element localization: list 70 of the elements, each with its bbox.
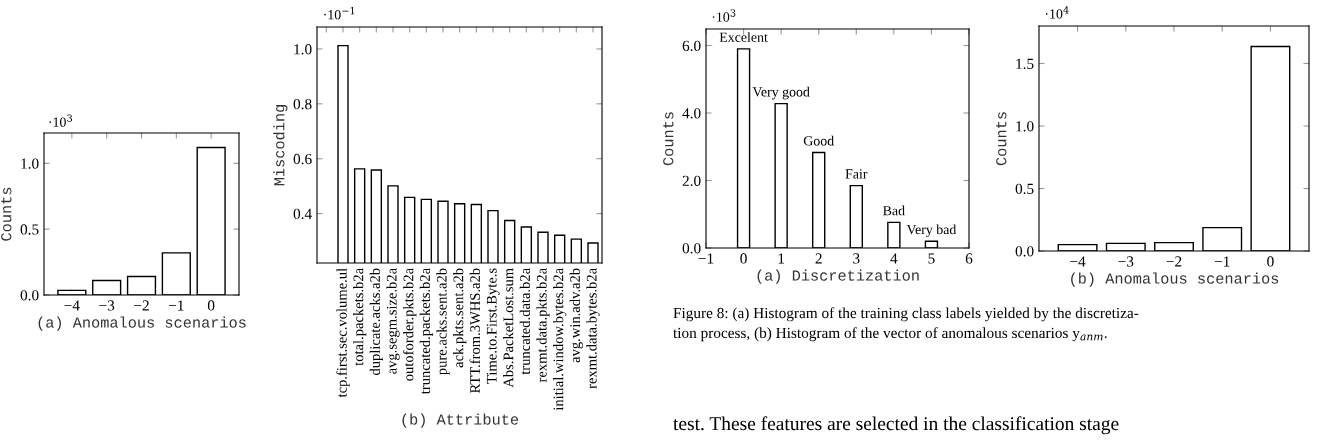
x-tick-label: −2 [134,300,149,311]
x-tick-label: −3 [99,300,115,311]
x-tick-label: −4 [1070,256,1086,267]
x-tick-label: tcp.first.sec.volume.ul [336,268,350,398]
x-tick-label: 3 [853,253,860,264]
y-tick-label: 2.0 [682,175,701,187]
x-tick-label: −3 [1118,256,1134,267]
x-tick-label: 1 [778,253,785,264]
x-tick-label: −1 [168,300,184,311]
x-tick-label: Time.to.First.Byte.s [486,268,500,384]
text: ·10$^{4}$ [1045,6,1069,19]
x-axis-title: (a) Anomalous scenarios [38,316,246,331]
y-tick-label: 0.0 [682,243,701,254]
y-axis-title: Counts [1,187,12,241]
x-tick-label: 2 [815,253,822,264]
annotation: Bad [883,205,905,216]
y-tick-label: 1.5 [1016,58,1034,70]
x-tick-label: rexmt.data.bytes.b2a [586,268,600,389]
x-tick-label: 0 [207,300,215,311]
x-tick-label: truncated.data.b2a [519,268,531,375]
y-tick-label: 0.0 [1015,246,1034,257]
y-tick-label: 1.0 [21,158,39,169]
y-tick-label: 0.6 [293,153,312,165]
x-tick-label: avg.segm.size.b2a [386,268,400,374]
x-tick-label: −2 [1166,256,1182,267]
caption: Figure 8: (a) Histogram of the training class labels yielded by the discretiza- [673,307,1139,322]
y-tick-label: 0.8 [293,98,312,110]
x-tick-label: 5 [928,253,935,264]
annotation: Very bad [906,224,957,238]
x-axis-title: (b) Attribute [402,413,519,428]
text: tion process, (b) Histogram of the vector of anomalous scenarios y$_{anm}$. [673,327,1107,342]
y-tick-label: 6.0 [682,40,701,52]
text: test. These features are selected in the classification stage [673,416,1119,435]
y-tick-label: 0.5 [20,224,39,235]
y-tick-label: 0.4 [293,208,312,220]
x-tick-label: pure.acks.sent.a2b [436,268,450,375]
y-tick-label: 1.0 [294,44,312,55]
x-tick-label: 0 [740,253,747,264]
x-tick-label: truncated.packets.b2a [419,268,433,395]
x-axis-title: (a) Discretization [757,269,919,284]
x-tick-label: Abs.PacketLost.sum [503,268,514,388]
y-tick-label: 4.0 [682,108,701,119]
text: ·10$^{−1}$ [324,6,355,20]
x-tick-label: 6 [965,253,973,264]
x-tick-label: 4 [890,253,898,264]
x-tick-label: rexmt.data.pkts.b2a [536,268,550,383]
y-tick-label: 0.0 [20,290,39,301]
text: ·10$^{3}$ [49,114,72,127]
annotation: Good [803,135,834,146]
x-tick-label: −1 [1214,256,1230,267]
y-axis-title: Counts [663,112,674,166]
x-tick-label: −4 [64,300,80,311]
x-tick-label: total.packets.b2a [353,268,367,366]
annotation: Excelent [719,32,768,42]
y-tick-label: 1.0 [1016,121,1034,132]
y-tick-label: 0.5 [1015,183,1034,195]
annotation: Very good [752,86,810,100]
x-tick-label: 0 [1267,256,1274,267]
x-tick-label: −1 [698,253,714,264]
x-tick-label: duplicate.acks.a2b [369,268,383,376]
y-axis-title: Miscoding [273,105,288,186]
y-axis-title: Counts [996,112,1007,166]
x-tick-label: avg.win.adv.a2b [569,268,583,363]
x-tick-label: ack.pkts.sent.a2b [453,268,467,368]
x-tick-label: initial.window.bytes.b2a [553,268,567,411]
x-tick-label: RTT.from.3WHS.a2b [469,268,481,394]
x-tick-label: outoforder.pkts.b2a [402,268,417,381]
annotation: Fair [845,169,868,179]
x-axis-title: (b) Anomalous scenarios [1071,272,1279,287]
text: ·10$^{3}$ [712,9,736,22]
